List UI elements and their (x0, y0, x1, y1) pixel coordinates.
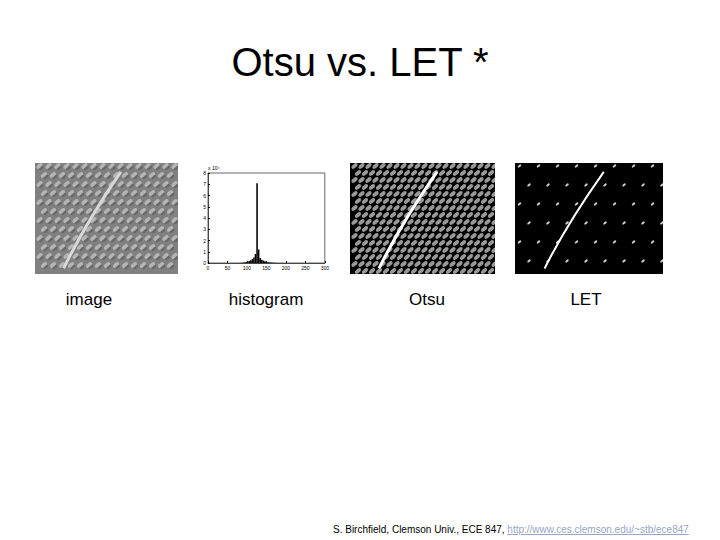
svg-text:1: 1 (203, 249, 206, 255)
svg-text:3: 3 (203, 226, 206, 232)
html-text:LET: LET (570, 290, 602, 309)
svg-text:2: 2 (203, 238, 206, 244)
svg-text:100: 100 (243, 265, 252, 271)
svg-text:150: 150 (262, 265, 271, 271)
svg-text:7: 7 (203, 181, 206, 187)
html-text:image: image (65, 290, 113, 309)
html-text:histogram: histogram (228, 290, 304, 309)
svg-text:8: 8 (203, 170, 206, 176)
svg-text:0: 0 (207, 265, 210, 271)
html-text:Otsu vs. LET *: Otsu vs. LET * (231, 40, 489, 84)
html-text:S. Birchfield, Clemson Univ.,: S. Birchfield, Clemson Univ., ECE 847, h… (333, 524, 689, 535)
svg-text:4: 4 (203, 215, 206, 221)
svg-text:50: 50 (225, 265, 231, 271)
svg-text:300: 300 (321, 265, 330, 271)
svg-text:5: 5 (203, 204, 206, 210)
html-text:Otsu: Otsu (409, 290, 445, 309)
svg-text:250: 250 (301, 265, 310, 271)
svg-text:200: 200 (282, 265, 291, 271)
svg-text:6: 6 (203, 193, 206, 199)
svg-text:0: 0 (203, 260, 206, 266)
svg-text:x 10⁴: x 10⁴ (208, 165, 220, 171)
